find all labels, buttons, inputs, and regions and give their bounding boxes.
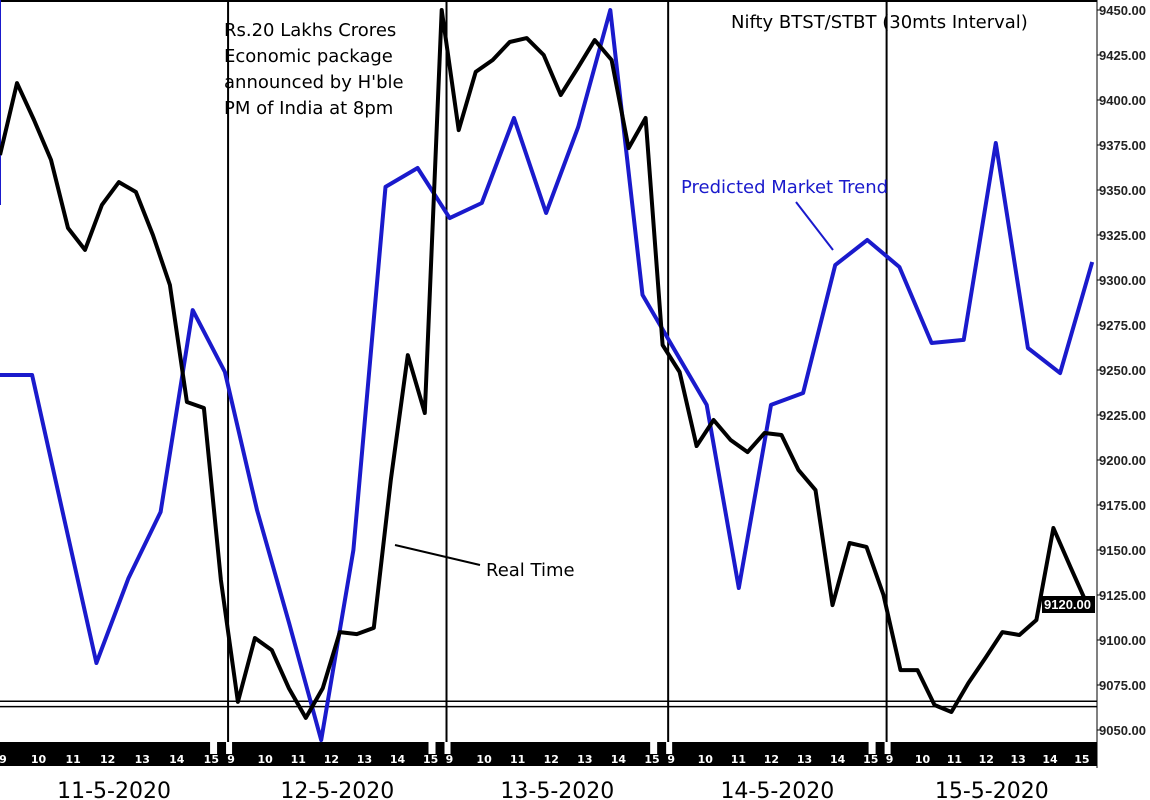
session-end-marker <box>428 742 436 754</box>
time-axis-bar <box>0 742 1097 766</box>
hour-tick-label: 15 <box>644 753 659 766</box>
y-tick-label: 9450.00 <box>1099 3 1146 18</box>
current-value-label: 9120.00 <box>1044 597 1091 612</box>
y-tick-label: 9325.00 <box>1099 228 1146 243</box>
hour-tick-label: 10 <box>258 753 274 766</box>
hour-tick-label: 15 <box>423 753 438 766</box>
y-tick-label: 9175.00 <box>1099 498 1146 513</box>
y-tick-label: 9100.00 <box>1099 633 1146 648</box>
y-tick-label: 9300.00 <box>1099 273 1146 288</box>
hour-tick-label: 11 <box>947 753 962 766</box>
hour-tick-label: 11 <box>65 753 80 766</box>
event-line-1: Rs.20 Lakhs Crores <box>224 20 397 41</box>
hour-tick-label: 15 <box>204 753 219 766</box>
hour-tick-label: 14 <box>390 753 406 766</box>
date-label: 14-5-2020 <box>720 779 834 800</box>
session-end-marker <box>210 742 218 754</box>
session-end-marker <box>650 742 658 754</box>
series-line-real-time <box>0 8 1090 720</box>
hour-tick-label: 12 <box>764 753 779 766</box>
hour-tick-label: 9 <box>446 753 454 766</box>
hour-tick-label: 12 <box>100 753 115 766</box>
session-start-marker <box>226 742 233 754</box>
hour-tick-label: 14 <box>830 753 846 766</box>
hour-tick-label: 14 <box>169 753 185 766</box>
hour-tick-label: 13 <box>357 753 372 766</box>
hour-tick-label: 12 <box>544 753 559 766</box>
date-label: 11-5-2020 <box>57 779 171 800</box>
hour-tick-label: 9 <box>667 753 675 766</box>
hour-tick-label: 10 <box>31 753 47 766</box>
date-label: 12-5-2020 <box>280 779 394 800</box>
session-start-marker <box>884 742 891 754</box>
hour-tick-label: 11 <box>291 753 306 766</box>
hour-tick-label: 10 <box>698 753 714 766</box>
predicted-trend-pointer <box>795 201 834 251</box>
hour-tick-label: 13 <box>797 753 812 766</box>
hour-tick-label: 13 <box>1010 753 1025 766</box>
hour-tick-label: 15 <box>1074 753 1089 766</box>
event-line-2: Economic package <box>224 46 393 67</box>
y-tick-label: 9250.00 <box>1099 363 1146 378</box>
hour-tick-label: 9 <box>886 753 894 766</box>
hour-tick-label: 13 <box>135 753 150 766</box>
event-line-3: announced by H'ble <box>224 72 404 93</box>
hour-tick-label: 10 <box>915 753 931 766</box>
y-tick-label: 9225.00 <box>1099 408 1146 423</box>
real-time-pointer <box>394 544 481 566</box>
y-tick-label: 9075.00 <box>1099 678 1146 693</box>
session-start-marker <box>666 742 673 754</box>
hour-tick-label: 13 <box>577 753 592 766</box>
predicted-trend-label: Predicted Market Trend <box>681 177 889 198</box>
hour-tick-label: 9 <box>227 753 235 766</box>
session-end-marker <box>868 742 876 754</box>
hour-tick-label: 14 <box>611 753 627 766</box>
y-tick-label: 9375.00 <box>1099 138 1146 153</box>
y-tick-label: 9125.00 <box>1099 588 1146 603</box>
current-value-badge <box>1042 596 1095 613</box>
hour-tick-label: 14 <box>1042 753 1058 766</box>
hour-tick-label: 12 <box>979 753 994 766</box>
y-tick-label: 9050.00 <box>1099 723 1146 738</box>
series-line-predicted-market-trend <box>0 8 1095 743</box>
session-start-marker <box>444 742 451 754</box>
real-time-label: Real Time <box>486 560 575 581</box>
event-annotation: Rs.20 Lakhs Crores Economic package anno… <box>224 18 404 122</box>
hour-tick-label: 15 <box>863 753 878 766</box>
hour-tick-label: 11 <box>731 753 746 766</box>
y-tick-label: 9275.00 <box>1099 318 1146 333</box>
date-label: 15-5-2020 <box>935 779 1049 800</box>
hour-tick-label: 12 <box>324 753 339 766</box>
y-tick-label: 9400.00 <box>1099 93 1146 108</box>
y-tick-label: 9150.00 <box>1099 543 1146 558</box>
hour-tick-label: 9 <box>0 753 7 766</box>
chart-title: Nifty BTST/STBT (30mts Interval) <box>731 12 1028 33</box>
hour-tick-label: 10 <box>476 753 492 766</box>
event-line-4: PM of India at 8pm <box>224 98 394 119</box>
hour-tick-label: 11 <box>510 753 525 766</box>
y-tick-label: 9425.00 <box>1099 48 1146 63</box>
y-tick-label: 9200.00 <box>1099 453 1146 468</box>
y-tick-label: 9350.00 <box>1099 183 1146 198</box>
date-label: 13-5-2020 <box>500 779 614 800</box>
